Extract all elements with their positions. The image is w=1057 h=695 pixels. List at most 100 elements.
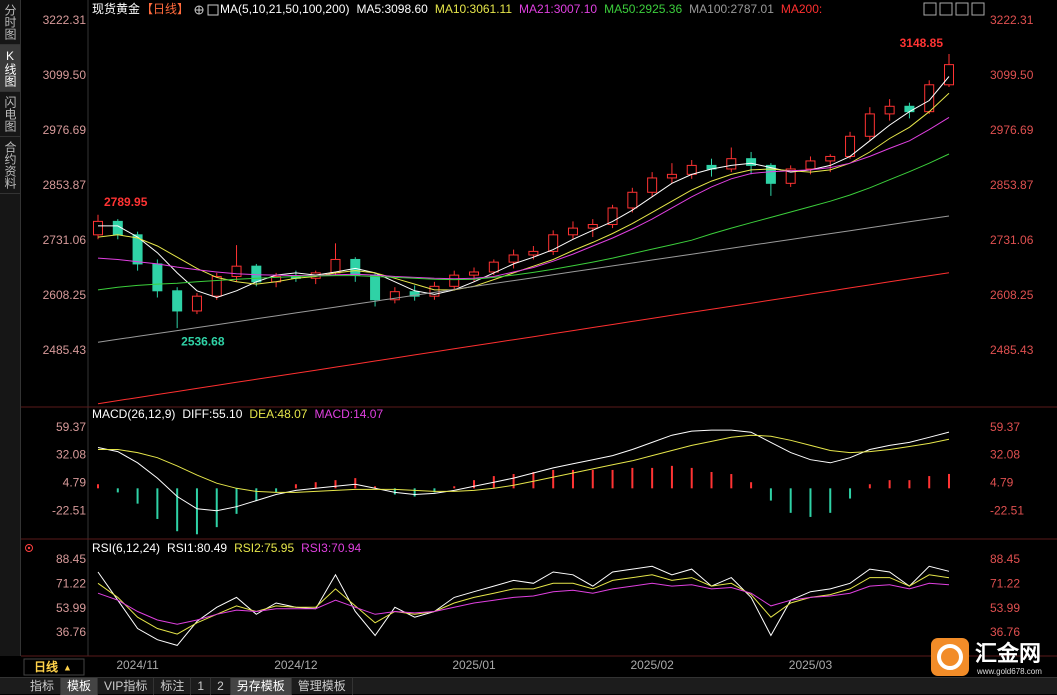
macd-bar (591, 469, 594, 489)
y-tick-label-right: 59.37 (990, 420, 1020, 434)
line-series (97, 153, 950, 291)
panel-title: MACD(26,12,9) (92, 407, 175, 421)
candle-body (884, 105, 895, 115)
candle-body (211, 275, 222, 297)
macd-bar (571, 469, 574, 489)
candle-body (370, 274, 381, 301)
bottom-tab[interactable]: 指标 (24, 677, 62, 695)
bottom-tab[interactable]: 标注 (154, 677, 192, 695)
y-tick-label-right: 2853.87 (990, 178, 1034, 192)
macd-bar (314, 482, 317, 489)
candle-body (765, 164, 776, 184)
y-tick-label-right: 2485.43 (990, 343, 1034, 357)
macd-bar (393, 488, 396, 495)
candle-body (686, 164, 697, 175)
macd-bar (255, 488, 258, 501)
macd-bar (97, 484, 99, 489)
macd-bar (769, 488, 772, 501)
rsi-icon (27, 546, 31, 550)
indicator-label: MA(5,10,21,50,100,200) (220, 2, 349, 16)
macd-bar (195, 488, 198, 535)
watermark-name: 汇金网 (975, 641, 1041, 666)
candle-body (409, 291, 420, 297)
candle-body (825, 155, 836, 162)
macd-bar (334, 480, 337, 489)
x-tick-label: 2025/02 (630, 658, 674, 672)
side-tab[interactable]: 合约资料 (0, 137, 20, 194)
toolbar-icon[interactable] (955, 2, 969, 16)
toolbar-icon[interactable] (923, 2, 937, 16)
legend-entry: MA5:3098.60 (356, 2, 428, 16)
panel-title: 现货黄金 (92, 1, 140, 16)
macd-bar (354, 478, 357, 489)
candle-body (350, 258, 361, 276)
macd-bar (176, 488, 179, 532)
macd-bar (651, 467, 654, 489)
panel-title: RSI(6,12,24) (92, 541, 160, 555)
line-series (98, 434, 950, 493)
panel-subtitle: 【日线】 (141, 2, 189, 16)
line-series (97, 116, 950, 280)
legend-entry: RSI2:75.95 (234, 541, 294, 555)
macd-bar (275, 488, 278, 493)
candle-body (726, 158, 737, 170)
line-series (97, 582, 950, 625)
toolbar-icon[interactable] (971, 2, 985, 16)
candle-body (607, 207, 618, 226)
period-arrow: ▲ (63, 662, 72, 672)
x-tick-label: 2024/11 (116, 658, 159, 672)
macd-bar (473, 480, 476, 489)
y-tick-label-right: 32.08 (990, 448, 1020, 462)
side-tab[interactable]: K线图 (0, 45, 20, 92)
macd-bar (789, 488, 792, 513)
macd-bar (849, 488, 852, 499)
y-tick-label-right: 88.45 (990, 552, 1020, 566)
side-tab[interactable]: 闪电图 (0, 92, 20, 137)
period-box[interactable] (23, 658, 85, 676)
y-tick-label-left: 71.22 (56, 577, 86, 591)
y-tick-label-left: 2853.87 (43, 178, 87, 192)
macd-bar (374, 486, 377, 489)
candle-body (389, 291, 400, 301)
line-series (97, 565, 950, 646)
bottom-tab[interactable]: 模板 (61, 677, 99, 695)
y-tick-label-left: 2485.43 (43, 343, 87, 357)
rsi-icon (25, 544, 33, 552)
high-label: 3148.85 (900, 36, 944, 50)
candle-body (904, 105, 915, 113)
candle-body (488, 261, 499, 273)
line-series (97, 574, 950, 635)
y-tick-label-left: 2731.06 (43, 233, 87, 247)
line-series (97, 429, 950, 512)
candle-body (469, 271, 480, 276)
toolbar-icon[interactable] (939, 2, 953, 16)
macd-bar (750, 482, 753, 489)
y-tick-label-left: 88.45 (56, 552, 86, 566)
bottom-tab[interactable]: VIP指标 (98, 677, 155, 695)
candle-body (587, 224, 598, 229)
legend-entry: MA50:2925.36 (604, 2, 682, 16)
legend-entry: MA100:2787.01 (689, 2, 774, 16)
candle-body (805, 160, 816, 170)
bottom-tab[interactable]: 管理模板 (292, 677, 353, 695)
macd-bar (453, 486, 456, 489)
y-tick-label-right: 53.99 (990, 601, 1020, 615)
macd-bar (215, 488, 218, 528)
legend-entry: RSI1:80.49 (167, 541, 227, 555)
candle-body (864, 113, 875, 137)
macd-bar (413, 488, 416, 497)
side-tab[interactable]: 分时图 (0, 0, 20, 45)
bottom-tab[interactable]: 1 (191, 677, 212, 695)
line-series (98, 76, 950, 299)
legend-entry: MA21:3007.10 (519, 2, 597, 16)
legend-entry: MACD:14.07 (314, 407, 383, 421)
bottom-tab[interactable]: 另存模板 (230, 677, 292, 695)
x-tick-label: 2025/01 (452, 658, 496, 672)
y-tick-label-left: 3222.31 (43, 13, 87, 27)
line-series (97, 215, 950, 343)
bottom-tab[interactable]: 2 (211, 677, 231, 695)
candle-body (508, 254, 519, 263)
macd-bar (235, 488, 238, 514)
macd-bar (730, 474, 733, 489)
